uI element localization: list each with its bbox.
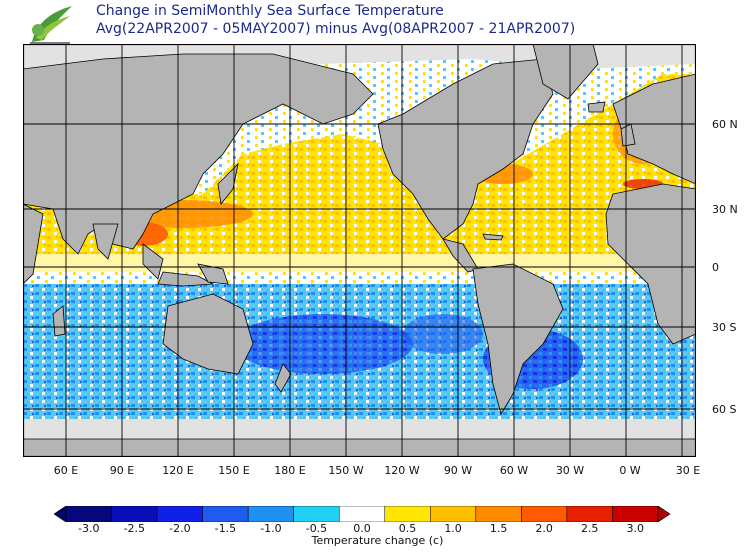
tropical-strip bbox=[23, 254, 696, 272]
lat-label-60s: 60 S bbox=[712, 403, 737, 416]
colorbar-unit-label: Temperature change (c) bbox=[311, 534, 444, 547]
colorbar-tick-label: -2.5 bbox=[123, 522, 146, 535]
lon-label-120e: 120 E bbox=[162, 464, 194, 477]
lon-label-60w: 60 W bbox=[499, 464, 529, 477]
lon-label-0w: 0 W bbox=[619, 464, 641, 477]
colorbar-tick-label: 0.5 bbox=[398, 522, 417, 535]
map-subtitle: Avg(22APR2007 - 05MAY2007) minus Avg(08A… bbox=[96, 21, 576, 37]
colorbar-tick-label: -0.5 bbox=[305, 522, 328, 535]
colorbar-cell bbox=[65, 506, 112, 522]
colorbar-cell bbox=[430, 506, 477, 522]
colorbar-tick-label: 3.0 bbox=[626, 522, 644, 535]
lon-label-30w: 30 W bbox=[555, 464, 585, 477]
lon-label-150w: 150 W bbox=[328, 464, 364, 477]
lon-label-180e: 180 E bbox=[274, 464, 306, 477]
colorbar-tick-label: -2.0 bbox=[169, 522, 191, 535]
lon-label-90e: 90 E bbox=[109, 464, 135, 477]
colorbar-cell bbox=[384, 506, 431, 522]
colorbar-left-arrow bbox=[54, 506, 67, 522]
colorbar-cell bbox=[247, 506, 294, 522]
lat-label-60n: 60 N bbox=[712, 118, 738, 131]
colorbar-cell bbox=[521, 506, 568, 522]
cool-anomaly-south-pacific bbox=[233, 314, 413, 374]
colorbar-tick-label: -3.0 bbox=[78, 522, 100, 535]
colorbar-right-arrow bbox=[657, 506, 670, 522]
colorbar-cell bbox=[475, 506, 522, 522]
lon-label-90w: 90 W bbox=[443, 464, 473, 477]
colorbar-cell bbox=[111, 506, 158, 522]
colorbar-tick-label: 0.0 bbox=[353, 522, 371, 535]
colorbar-cell bbox=[156, 506, 203, 522]
colorbar-tick-label: 1.5 bbox=[489, 522, 508, 535]
colorbar-cell bbox=[293, 506, 340, 522]
colorbar-tick-label: 2.0 bbox=[535, 522, 553, 535]
sst-change-map bbox=[22, 43, 697, 458]
land-masses bbox=[22, 43, 697, 458]
lon-label-30e: 30 E bbox=[675, 464, 701, 477]
colorbar-cell bbox=[566, 506, 613, 522]
colorbar-cell bbox=[202, 506, 249, 522]
map-title: Change in SemiMonthly Sea Surface Temper… bbox=[96, 3, 444, 19]
lat-lon-grid bbox=[23, 44, 696, 457]
colorbar-tick-label: -1.0 bbox=[260, 522, 282, 535]
colorbar-tick-label: 1.0 bbox=[444, 522, 462, 535]
lon-label-120w: 120 W bbox=[384, 464, 420, 477]
map-frame bbox=[22, 43, 697, 458]
cool-anomaly-east-pacific bbox=[403, 314, 483, 354]
colorbar-tick-label: 2.5 bbox=[580, 522, 599, 535]
lat-label-30s: 30 S bbox=[712, 321, 737, 334]
colorbar-cell bbox=[612, 506, 659, 522]
colorbar bbox=[54, 506, 670, 522]
lat-label-0: 0 bbox=[712, 261, 719, 274]
lat-label-30n: 30 N bbox=[712, 203, 738, 216]
lon-label-60e: 60 E bbox=[53, 464, 79, 477]
colorbar-cell bbox=[338, 506, 386, 522]
agency-logo-icon bbox=[30, 6, 72, 45]
lon-label-150e: 150 E bbox=[218, 464, 250, 477]
colorbar-tick-label: -1.5 bbox=[214, 522, 237, 535]
